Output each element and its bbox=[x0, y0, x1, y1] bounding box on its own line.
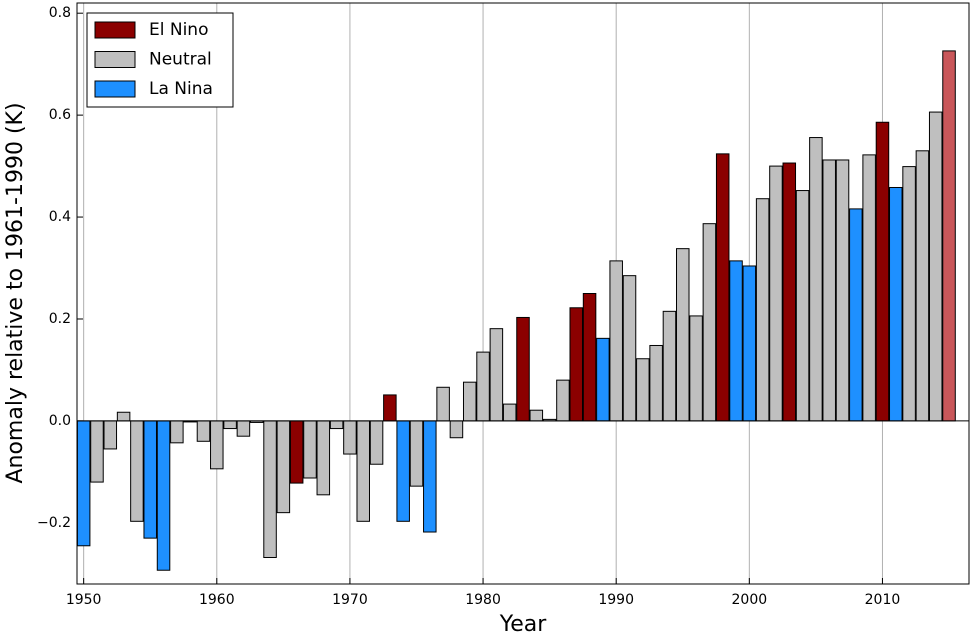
bar bbox=[143, 420, 157, 539]
bar bbox=[210, 420, 224, 470]
bar bbox=[729, 260, 743, 422]
bar bbox=[636, 358, 650, 422]
bar bbox=[76, 420, 91, 547]
legend: El Nino Neutral La Nina bbox=[86, 12, 234, 108]
bar bbox=[516, 316, 530, 422]
bar bbox=[369, 420, 384, 465]
bar bbox=[689, 315, 703, 422]
legend-swatch bbox=[94, 21, 136, 39]
bar bbox=[702, 223, 717, 422]
bar bbox=[156, 420, 171, 571]
y-tick-label: 0.0 bbox=[49, 413, 71, 429]
bar bbox=[928, 111, 943, 422]
bar bbox=[502, 403, 517, 422]
x-tick-label: 1980 bbox=[465, 592, 501, 608]
bar bbox=[875, 121, 890, 422]
bar bbox=[489, 328, 504, 422]
bar bbox=[902, 166, 916, 422]
legend-label: Neutral bbox=[149, 50, 212, 70]
bar bbox=[476, 351, 490, 422]
bar bbox=[462, 381, 477, 422]
bar bbox=[90, 420, 104, 483]
bar bbox=[782, 162, 797, 422]
y-tick-label: −0.2 bbox=[37, 515, 71, 531]
bar bbox=[662, 310, 677, 422]
bar bbox=[289, 420, 304, 484]
bar bbox=[556, 379, 570, 422]
bar bbox=[849, 208, 863, 422]
x-tick-label: 1990 bbox=[598, 592, 634, 608]
y-axis-label: Anomaly relative to 1961-1990 (K) bbox=[3, 102, 28, 483]
bar bbox=[769, 165, 783, 422]
bar bbox=[436, 386, 450, 422]
x-tick-label: 1970 bbox=[332, 592, 368, 608]
bar bbox=[316, 420, 331, 496]
legend-swatch bbox=[94, 80, 136, 98]
bar bbox=[423, 420, 437, 533]
y-tick-label: 0.8 bbox=[49, 5, 71, 21]
bar bbox=[263, 420, 277, 558]
legend-label: La Nina bbox=[149, 79, 213, 99]
bar bbox=[582, 293, 597, 422]
bar bbox=[835, 159, 850, 422]
bar bbox=[755, 198, 770, 422]
bar bbox=[795, 190, 810, 422]
x-axis-label: Year bbox=[499, 612, 548, 636]
bar bbox=[596, 337, 610, 422]
bar bbox=[529, 409, 544, 422]
bar bbox=[116, 411, 131, 422]
bar bbox=[196, 420, 211, 442]
bar bbox=[889, 186, 903, 422]
bar bbox=[236, 420, 251, 437]
bar bbox=[356, 420, 370, 522]
x-tick-label: 2010 bbox=[865, 592, 901, 608]
y-tick-label: 0.2 bbox=[49, 311, 71, 327]
bar bbox=[676, 248, 690, 422]
bar bbox=[715, 153, 730, 422]
bar bbox=[915, 150, 930, 422]
plot-frame bbox=[76, 2, 970, 585]
bar bbox=[383, 394, 397, 422]
bar bbox=[822, 159, 836, 422]
x-tick-label: 1960 bbox=[199, 592, 235, 608]
bar bbox=[649, 344, 663, 422]
legend-swatch bbox=[94, 51, 136, 68]
bar bbox=[103, 420, 118, 450]
bar bbox=[223, 420, 237, 430]
bar bbox=[449, 420, 464, 439]
bar bbox=[276, 420, 291, 514]
bar bbox=[569, 307, 584, 422]
bar bbox=[396, 420, 410, 522]
bar bbox=[609, 260, 623, 422]
x-tick-label: 2000 bbox=[732, 592, 768, 608]
bar bbox=[329, 420, 344, 430]
bar bbox=[742, 265, 757, 422]
y-tick-label: 0.6 bbox=[49, 107, 71, 123]
bar bbox=[942, 50, 956, 422]
bar bbox=[622, 275, 637, 422]
bar bbox=[130, 420, 144, 522]
bar bbox=[170, 420, 184, 444]
x-tick-label: 1950 bbox=[66, 592, 102, 608]
bar bbox=[343, 420, 357, 455]
y-tick-label: 0.4 bbox=[49, 209, 71, 225]
legend-label: El Nino bbox=[149, 20, 208, 40]
bar bbox=[409, 420, 424, 487]
bar bbox=[303, 420, 317, 479]
bar bbox=[862, 154, 876, 422]
bar bbox=[809, 137, 823, 422]
